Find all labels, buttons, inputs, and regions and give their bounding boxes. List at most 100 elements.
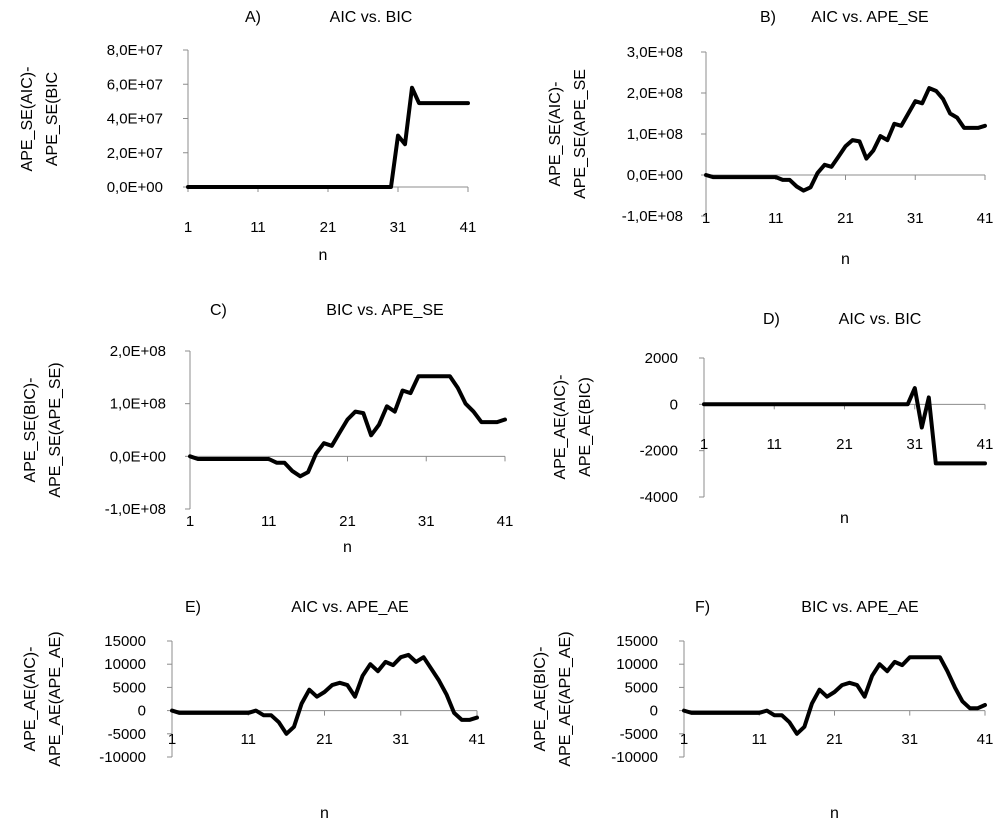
panel-letter: C) [210,302,227,319]
x-tick-label: 41 [977,731,994,748]
y-axis-label: APE_SE(APE_SE) [47,362,64,497]
y-tick-label: -2000 [640,443,678,460]
y-tick-label: 10000 [616,656,658,673]
y-tick-label: 0 [138,703,146,720]
y-tick-label: 0,0E+00 [107,179,163,196]
y-tick-label: 3,0E+08 [627,44,683,61]
series-line [170,652,479,736]
y-tick-label: -1,0E+08 [622,208,683,225]
x-tick-label: 11 [751,731,767,748]
x-tick-label: 31 [390,219,407,236]
chart-title: BIC vs. APE_SE [326,302,443,319]
x-axis-label: n [840,510,849,527]
x-tick-label: 1 [168,731,176,748]
y-tick-label: 0,0E+00 [627,167,683,184]
x-tick-label: 1 [680,731,688,748]
panel-letter: E) [185,599,201,616]
y-tick-label: -5000 [108,726,146,743]
y-axis-label: APE_SE(AIC)- [19,67,36,172]
y-axis-label: APE_SE(AIC)- [547,82,564,187]
y-tick-label: 2000 [645,350,678,367]
y-tick-label: 15000 [616,633,658,650]
x-tick-label: 1 [702,210,710,227]
x-tick-label: 41 [497,513,514,530]
x-axis-label: n [319,247,328,264]
y-tick-label: 15000 [104,633,146,650]
y-tick-label: 10000 [104,656,146,673]
y-tick-label: 2,0E+08 [627,85,683,102]
x-tick-label: 21 [826,731,843,748]
panel-letter: A) [245,9,261,26]
y-tick-label: 0 [650,703,658,720]
x-tick-label: 21 [836,436,853,453]
y-tick-label: -10000 [99,749,146,766]
y-axis-label: APE_AE(APE_AE) [557,631,574,766]
chart-title: AIC vs. BIC [839,311,922,328]
panel-letter: B) [760,9,776,26]
chart-panel-b: 3,0E+082,0E+081,0E+080,0E+00-1,0E+08 1 11 2… [547,9,993,268]
x-tick-label: 1 [186,513,194,530]
chart-title: BIC vs. APE_AE [801,599,918,616]
y-tick-label: -5000 [620,726,658,743]
x-tick-label: 11 [261,513,277,530]
x-tick-label: 11 [240,731,256,748]
y-axis-label: APE_AE(APE_AE) [47,631,64,766]
x-tick-label: 41 [977,436,994,453]
x-tick-label: 31 [418,513,435,530]
y-tick-label: 0 [670,396,678,413]
y-axis-label: APE_SE(BIC)- [22,378,39,483]
x-axis-label: n [320,805,329,822]
y-tick-label: 1,0E+08 [627,126,683,143]
chart-title: AIC vs. APE_AE [291,599,408,616]
x-axis-label: n [830,805,839,822]
y-tick-label: 2,0E+07 [107,145,163,162]
y-axis-label: APE_AE(BIC)- [532,647,549,752]
y-axis-label: APE_AE(AIC)- [552,375,569,480]
y-axis-label: APE_SE(APE_SE [572,69,589,199]
x-tick-label: 41 [460,219,477,236]
x-tick-label: 1 [700,436,708,453]
panel-letter: F) [695,599,710,616]
series-line [682,655,987,736]
y-tick-label: 2,0E+08 [110,343,166,360]
chart-title: AIC vs. APE_SE [811,9,928,26]
y-axis-label: APE_AE(BIC) [577,377,594,477]
x-tick-label: 31 [901,731,918,748]
chart-panel-c: 2,0E+081,0E+080,0E+00-1,0E+081 11 21 31 41C)… [22,302,513,556]
y-axis-label: APE_AE(AIC)- [22,647,39,752]
y-tick-label: 4,0E+07 [107,111,163,128]
y-tick-label: 5000 [113,679,146,696]
series-line [704,86,987,193]
x-tick-label: 11 [250,219,266,236]
series-line [702,386,987,466]
x-tick-label: 21 [320,219,337,236]
y-tick-label: 0,0E+00 [110,448,166,465]
x-tick-label: 1 [184,219,192,236]
x-axis-label: n [841,251,850,268]
y-tick-label: 6,0E+07 [107,76,163,93]
y-axis-label: APE_SE(BIC [44,72,61,166]
x-tick-label: 11 [768,210,784,227]
y-tick-label: 5000 [625,679,658,696]
series-line [186,85,470,189]
series-line [188,374,507,479]
x-tick-label: 31 [906,436,923,453]
x-tick-label: 21 [339,513,356,530]
y-tick-label: -1,0E+08 [105,501,166,518]
x-tick-label: 11 [766,436,782,453]
chart-panel-a: 8,0E+076,0E+074,0E+072,0E+070,0E+001 11 21… [19,9,476,264]
y-tick-label: 1,0E+08 [110,396,166,413]
x-tick-label: 41 [977,210,994,227]
y-tick-label: -10000 [611,749,658,766]
y-tick-label: -4000 [640,489,678,506]
x-tick-label: 41 [469,731,486,748]
y-tick-label: 8,0E+07 [107,42,163,59]
panel-letter: D) [763,311,780,328]
chart-title: AIC vs. BIC [330,9,413,26]
x-tick-label: 21 [837,210,854,227]
x-tick-label: 31 [907,210,924,227]
